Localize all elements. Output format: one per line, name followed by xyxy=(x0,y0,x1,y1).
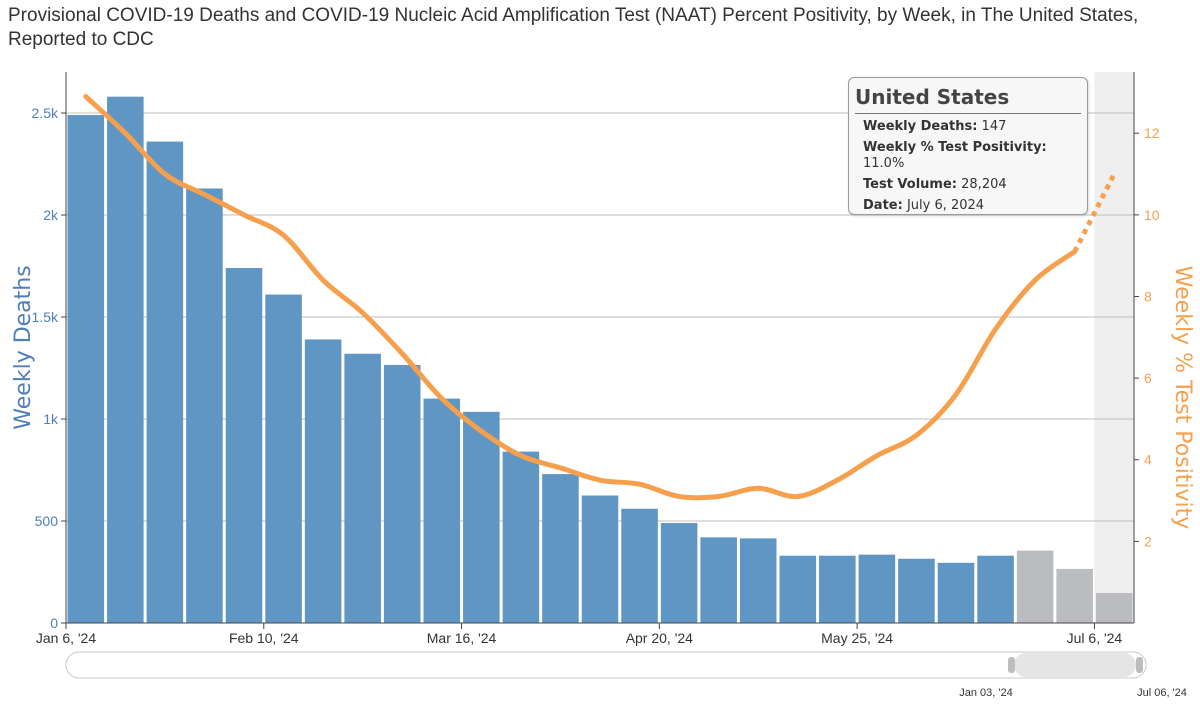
right-tick-label: 2 xyxy=(1144,533,1152,549)
x-tick-label: Jan 6, '24 xyxy=(36,630,96,646)
deaths-bar[interactable] xyxy=(1056,568,1093,623)
deaths-bar[interactable] xyxy=(660,523,698,623)
range-selector-track[interactable] xyxy=(65,651,1147,679)
deaths-bar[interactable] xyxy=(67,115,105,623)
deaths-bar[interactable] xyxy=(542,474,579,623)
range-handle-right[interactable] xyxy=(1136,657,1143,673)
deaths-bar[interactable] xyxy=(819,555,856,623)
deaths-bar[interactable] xyxy=(898,558,935,623)
deaths-bar[interactable] xyxy=(621,508,658,623)
deaths-bar[interactable] xyxy=(225,268,263,623)
right-tick-label: 4 xyxy=(1144,452,1152,468)
left-tick-label: 2.5k xyxy=(32,105,59,121)
deaths-bar[interactable] xyxy=(937,562,975,623)
x-tick-label: May 25, '24 xyxy=(821,630,893,646)
deaths-bar[interactable] xyxy=(186,188,223,624)
range-start-label: Jan 03, '24 xyxy=(959,687,1012,699)
left-tick-label: 0 xyxy=(50,615,58,631)
right-axis-title: Weekly % Test Positivity xyxy=(1170,266,1195,530)
tooltip-row-deaths: Weekly Deaths: 147 xyxy=(863,119,1007,134)
deaths-bar[interactable] xyxy=(304,339,342,623)
deaths-bar[interactable] xyxy=(1095,593,1133,623)
positivity-line-provisional[interactable] xyxy=(1072,172,1117,253)
right-tick-label: 12 xyxy=(1144,125,1160,141)
tooltip-row-positivity: Weekly % Test Positivity: 11.0% xyxy=(863,140,1047,171)
left-axis-title: Weekly Deaths xyxy=(11,265,36,429)
deaths-bar[interactable] xyxy=(265,294,302,623)
deaths-bar[interactable] xyxy=(739,538,777,623)
tooltip-divider xyxy=(855,113,1081,114)
left-tick-label: 500 xyxy=(35,513,59,529)
deaths-bar[interactable] xyxy=(463,411,500,623)
deaths-bar[interactable] xyxy=(779,555,817,623)
range-selector-window[interactable] xyxy=(1014,653,1136,677)
right-tick-label: 8 xyxy=(1144,288,1152,304)
deaths-bar[interactable] xyxy=(107,96,144,624)
positivity-line[interactable] xyxy=(83,93,1078,501)
deaths-bar[interactable] xyxy=(1016,550,1054,623)
x-tick-label: Mar 16, '24 xyxy=(427,630,497,646)
deaths-bar[interactable] xyxy=(581,495,619,624)
tooltip-row-date: Date: July 6, 2024 xyxy=(863,198,985,213)
tooltip-row-volume: Test Volume: 28,204 xyxy=(863,177,1007,192)
x-tick-label: Apr 20, '24 xyxy=(626,630,693,646)
x-tick-label: Feb 10, '24 xyxy=(229,630,299,646)
deaths-bar[interactable] xyxy=(858,554,896,623)
left-tick-label: 2k xyxy=(43,207,59,223)
incomplete-week-shade xyxy=(1094,72,1134,623)
right-tick-label: 6 xyxy=(1144,370,1152,386)
chart-title: Provisional COVID-19 Deaths and COVID-19… xyxy=(8,5,1139,50)
range-end-label: Jul 06, '24 xyxy=(1137,687,1187,699)
left-tick-label: 1.5k xyxy=(32,309,59,325)
deaths-bar[interactable] xyxy=(423,398,461,623)
deaths-bar[interactable] xyxy=(146,141,184,623)
deaths-bar[interactable] xyxy=(977,555,1014,623)
deaths-bar[interactable] xyxy=(700,537,737,623)
range-handle-left[interactable] xyxy=(1008,657,1015,673)
tooltip-heading: United States xyxy=(855,85,1010,109)
left-tick-label: 1k xyxy=(43,411,59,427)
data-tooltip: United States Weekly Deaths: 147 Weekly … xyxy=(848,77,1088,215)
deaths-bar[interactable] xyxy=(502,451,540,623)
x-tick-label: Jul 6, '24 xyxy=(1067,630,1123,646)
deaths-bar[interactable] xyxy=(344,353,381,623)
deaths-bar[interactable] xyxy=(383,364,421,623)
right-tick-label: 10 xyxy=(1144,207,1160,223)
